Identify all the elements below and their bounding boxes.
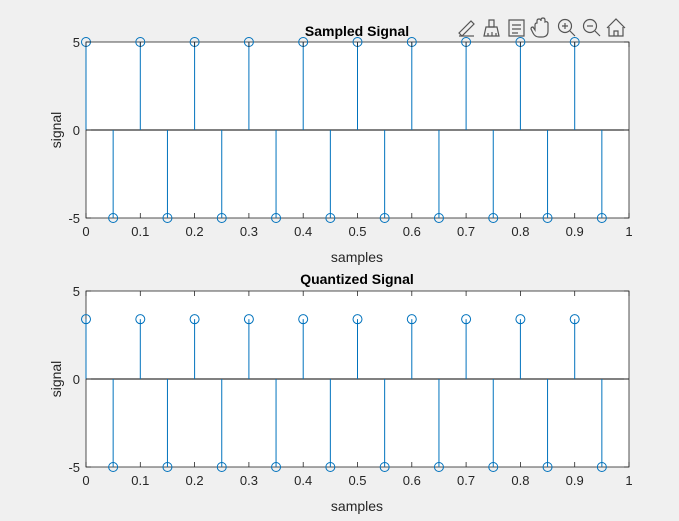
x-tick-label: 0.3	[240, 473, 258, 488]
stem-marker	[542, 462, 553, 472]
stem-marker	[162, 213, 173, 223]
stem-marker	[596, 462, 607, 472]
y-tick-label: 5	[73, 284, 80, 299]
home-icon[interactable]	[606, 18, 626, 38]
x-tick-label: 1	[625, 224, 632, 239]
stem-marker	[488, 462, 499, 472]
stem-marker	[216, 462, 227, 472]
stem-marker	[162, 462, 173, 472]
stem-marker	[406, 314, 417, 325]
x-tick-label: 0.7	[457, 224, 475, 239]
x-tick-label: 0.5	[348, 473, 366, 488]
x-tick-label: 0.1	[131, 224, 149, 239]
x-tick-label: 0.6	[403, 473, 421, 488]
y-tick-label: 0	[73, 372, 80, 387]
axes-toolbar	[456, 17, 626, 38]
stem-marker	[352, 314, 363, 325]
pan-hand-icon[interactable]	[530, 17, 551, 38]
stem-marker	[488, 213, 499, 223]
stem-marker	[108, 213, 119, 223]
zoom-out-icon[interactable]	[581, 18, 601, 38]
x-axis-label: samples	[331, 498, 383, 514]
axes-quantized-signal[interactable]: 0 0.1 0.2 0.3 0.4 0.5 0.6 0.7 0.8 0.9 1 -505 Quant…	[48, 271, 633, 514]
stem-marker	[596, 213, 607, 223]
x-tick-label: 0.6	[403, 224, 421, 239]
y-axis-label: signal	[48, 361, 64, 398]
x-tick-label: 0.9	[566, 473, 584, 488]
edit-plot-icon[interactable]	[456, 18, 476, 38]
x-tick-label: 0.8	[511, 473, 529, 488]
x-tick-label: 0.4	[294, 224, 312, 239]
chart-title: Quantized Signal	[300, 271, 414, 287]
stem-marker	[569, 314, 580, 325]
zoom-in-icon[interactable]	[556, 18, 576, 38]
brush-icon[interactable]	[481, 18, 501, 38]
x-tick-label: 0	[82, 224, 89, 239]
x-axis-label: samples	[331, 249, 383, 265]
stem-marker	[515, 314, 526, 325]
stem-marker	[325, 462, 336, 472]
stem-marker	[433, 213, 444, 223]
y-axis-label: signal	[48, 112, 64, 149]
stem-marker	[379, 462, 390, 472]
x-tick-label: 0.2	[186, 473, 204, 488]
x-tick-label: 0.9	[566, 224, 584, 239]
y-tick-label: -5	[68, 460, 80, 475]
stem-marker	[298, 314, 309, 325]
x-tick-label: 0.1	[131, 473, 149, 488]
x-tick-label: 0.3	[240, 224, 258, 239]
y-tick-label: 5	[73, 35, 80, 50]
stem-marker	[108, 462, 119, 472]
y-tick-label: -5	[68, 211, 80, 226]
stem-marker	[379, 213, 390, 223]
stem-marker	[433, 462, 444, 472]
x-tick-label: 1	[625, 473, 632, 488]
x-tick-label: 0.4	[294, 473, 312, 488]
stem-marker	[216, 213, 227, 223]
stem-marker	[461, 314, 472, 325]
stem-marker	[243, 314, 254, 325]
data-tips-icon[interactable]	[506, 18, 526, 38]
stem-marker	[271, 462, 282, 472]
stem-marker	[189, 314, 200, 325]
stem-marker	[325, 213, 336, 223]
stem-marker	[81, 314, 91, 325]
stem-marker	[271, 213, 282, 223]
stem-marker	[135, 314, 146, 325]
x-tick-label: 0	[82, 473, 89, 488]
x-tick-label: 0.7	[457, 473, 475, 488]
axes-sampled-signal[interactable]: 0 0.1 0.2 0.3 0.4 0.5 0.6 0.7 0.8 0.9 1 -505 Sampl…	[48, 23, 633, 265]
y-tick-label: 0	[73, 123, 80, 138]
chart-title: Sampled Signal	[305, 23, 409, 39]
x-tick-label: 0.5	[348, 224, 366, 239]
stem-marker	[542, 213, 553, 223]
x-tick-label: 0.2	[186, 224, 204, 239]
x-tick-label: 0.8	[511, 224, 529, 239]
